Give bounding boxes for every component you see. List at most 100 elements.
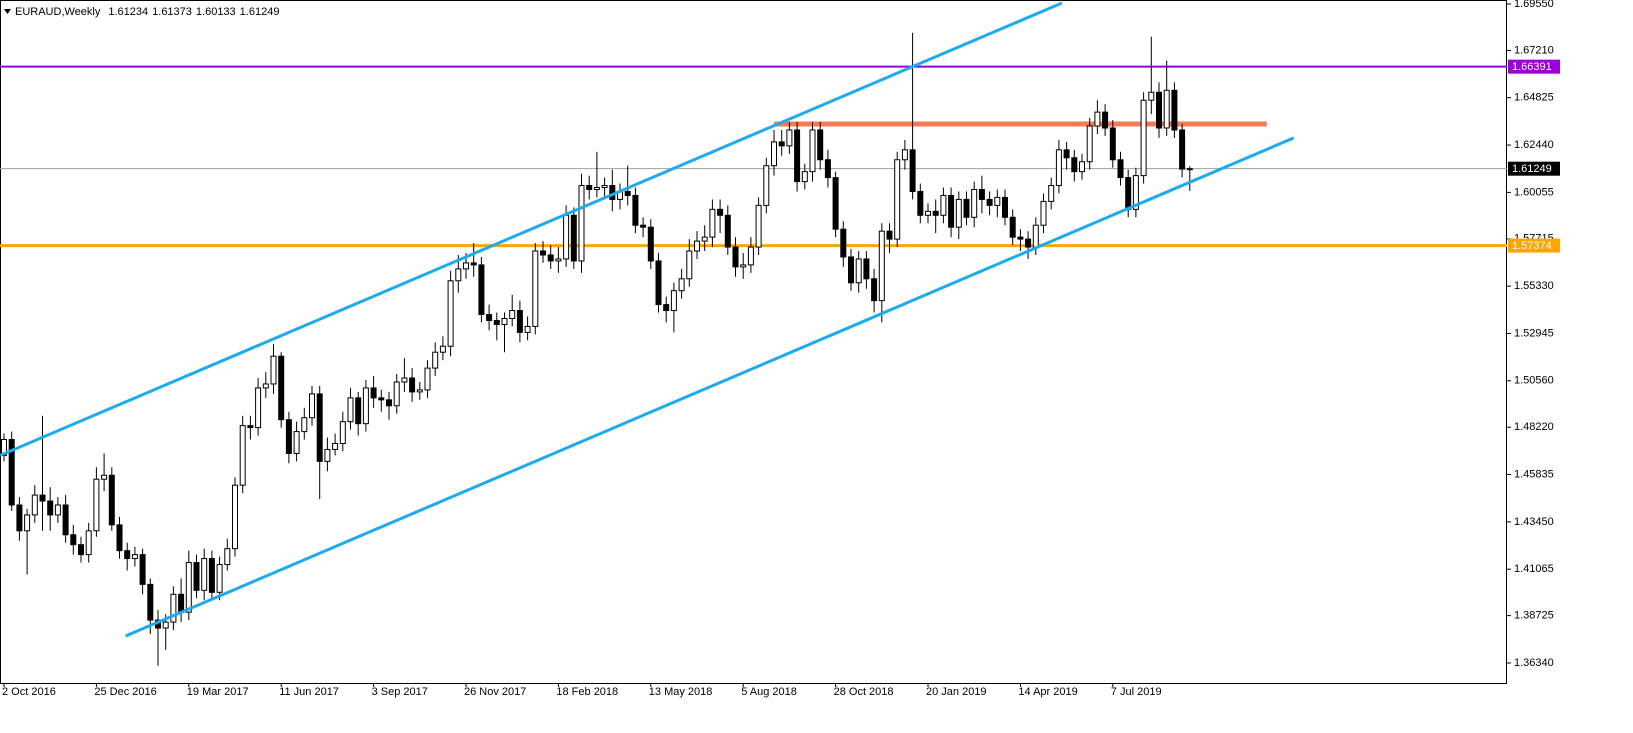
candle-body bbox=[855, 258, 862, 284]
candle-body bbox=[601, 185, 608, 189]
candle-body bbox=[624, 190, 631, 196]
candle-body bbox=[224, 548, 231, 566]
candle-body bbox=[878, 230, 885, 302]
candle-body bbox=[332, 442, 339, 450]
candle-body bbox=[85, 530, 92, 556]
price-label: 1.61249 bbox=[1512, 163, 1552, 175]
candle-body bbox=[101, 474, 108, 480]
candle-body bbox=[532, 250, 539, 327]
candle-body bbox=[1179, 129, 1186, 170]
candle-body bbox=[401, 377, 408, 383]
candle-body bbox=[1094, 111, 1101, 127]
candle-body bbox=[948, 194, 955, 228]
candle-body bbox=[362, 387, 369, 425]
price-label: 1.57374 bbox=[1512, 240, 1552, 252]
y-tick-label: 1.64825 bbox=[1514, 92, 1554, 104]
candle-body bbox=[848, 256, 854, 284]
candle-body bbox=[1148, 91, 1155, 101]
candle-body bbox=[162, 621, 169, 629]
candle-body bbox=[978, 189, 985, 200]
candle-body bbox=[932, 210, 939, 216]
candle-body bbox=[16, 504, 23, 532]
candle-body bbox=[909, 149, 916, 192]
candle-body bbox=[817, 129, 824, 161]
last-low: 1.60133 bbox=[196, 6, 236, 18]
candle-body bbox=[285, 419, 292, 454]
candle-body bbox=[732, 246, 739, 268]
candle-body bbox=[1040, 200, 1047, 226]
candle-body bbox=[994, 196, 1001, 206]
x-tick-label: 26 Nov 2017 bbox=[464, 686, 526, 698]
candle-body bbox=[278, 355, 285, 421]
candle-body bbox=[1140, 99, 1147, 177]
candle-body bbox=[309, 393, 315, 419]
candle-body bbox=[940, 194, 947, 216]
plot-frame bbox=[0, 0, 1507, 684]
menu-triangle bbox=[4, 9, 11, 14]
candle-body bbox=[470, 262, 477, 266]
candle-body bbox=[70, 534, 77, 546]
candle-body bbox=[801, 171, 808, 183]
candle-body bbox=[1156, 91, 1162, 129]
y-tick-label: 1.38725 bbox=[1514, 610, 1554, 622]
x-tick-label: 5 Aug 2018 bbox=[741, 686, 797, 698]
candle-body bbox=[1171, 89, 1178, 131]
candle-body bbox=[1063, 149, 1070, 159]
candle-body bbox=[647, 226, 654, 262]
candle-body bbox=[1132, 175, 1139, 210]
candle-body bbox=[686, 250, 693, 280]
candle-body bbox=[955, 198, 962, 228]
candle-body bbox=[794, 129, 801, 183]
candle-body bbox=[486, 314, 493, 321]
candle-body bbox=[1071, 157, 1078, 173]
candle-body bbox=[963, 198, 970, 218]
candle-body bbox=[771, 141, 777, 167]
candle-body bbox=[93, 478, 100, 532]
candle-body bbox=[894, 159, 901, 240]
candle-body bbox=[347, 397, 354, 423]
candle-body bbox=[455, 268, 462, 282]
price-label: 1.66391 bbox=[1512, 61, 1552, 73]
candle-body bbox=[763, 165, 770, 206]
candle-body bbox=[232, 484, 238, 550]
candle-body bbox=[24, 514, 31, 532]
candle-body bbox=[570, 214, 577, 262]
channel-line bbox=[0, 1, 1063, 457]
candle-body bbox=[393, 381, 400, 407]
x-tick-label: 25 Dec 2016 bbox=[94, 686, 156, 698]
candle-body bbox=[293, 431, 300, 454]
candle-body bbox=[901, 149, 908, 161]
candle-body bbox=[1, 439, 7, 456]
x-tick-label: 7 Jul 2019 bbox=[1111, 686, 1162, 698]
candle-body bbox=[832, 177, 839, 230]
x-tick-label: 3 Sep 2017 bbox=[372, 686, 428, 698]
candle-body bbox=[925, 210, 931, 216]
candle-body bbox=[578, 185, 585, 262]
candle-body bbox=[131, 554, 138, 560]
candle-body bbox=[778, 141, 785, 147]
candle-body bbox=[678, 278, 685, 292]
candle-body bbox=[355, 397, 362, 425]
candle-body bbox=[755, 204, 762, 248]
candle-body bbox=[447, 280, 454, 347]
candle-body bbox=[201, 558, 208, 591]
candle-body bbox=[555, 258, 562, 262]
candle-body bbox=[270, 355, 277, 385]
candle-body bbox=[824, 159, 831, 179]
candle-body bbox=[54, 504, 61, 516]
candle-body bbox=[247, 425, 254, 429]
candle-body bbox=[593, 187, 600, 191]
chart-header: EURAUD,Weekly 1.61234 1.61373 1.60133 1.6124… bbox=[15, 6, 279, 18]
x-tick-label: 2 Oct 2016 bbox=[2, 686, 56, 698]
candle-body bbox=[208, 558, 215, 593]
y-tick-label: 1.41065 bbox=[1514, 563, 1554, 575]
candle-body bbox=[139, 554, 146, 585]
candle-body bbox=[1186, 168, 1193, 171]
candle-body bbox=[632, 194, 639, 226]
x-tick-label: 13 May 2018 bbox=[649, 686, 713, 698]
candle-body bbox=[1048, 185, 1055, 202]
last-open: 1.61234 bbox=[108, 6, 148, 18]
candle-body bbox=[871, 278, 878, 302]
candle-body bbox=[1163, 89, 1170, 129]
